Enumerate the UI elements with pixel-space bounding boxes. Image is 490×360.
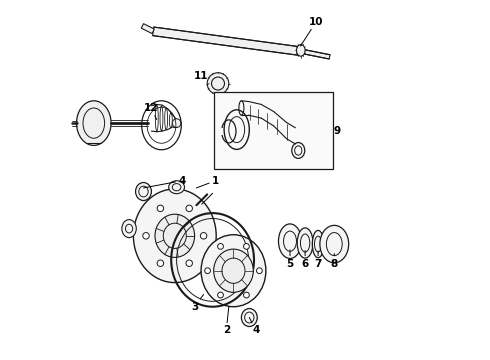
Text: 4: 4 bbox=[249, 318, 260, 336]
Ellipse shape bbox=[155, 214, 195, 257]
Ellipse shape bbox=[278, 224, 301, 258]
Text: 6: 6 bbox=[301, 251, 309, 269]
Text: 2: 2 bbox=[222, 307, 230, 336]
Ellipse shape bbox=[296, 45, 305, 56]
Ellipse shape bbox=[242, 309, 257, 327]
Text: 12: 12 bbox=[144, 103, 158, 120]
Ellipse shape bbox=[207, 73, 229, 94]
Ellipse shape bbox=[320, 225, 349, 263]
Polygon shape bbox=[152, 27, 303, 56]
Ellipse shape bbox=[133, 189, 216, 283]
Ellipse shape bbox=[76, 101, 111, 145]
Ellipse shape bbox=[212, 77, 224, 90]
Ellipse shape bbox=[218, 292, 223, 298]
Ellipse shape bbox=[157, 205, 164, 212]
Ellipse shape bbox=[200, 233, 207, 239]
Text: 3: 3 bbox=[191, 294, 204, 312]
Ellipse shape bbox=[186, 205, 193, 212]
Ellipse shape bbox=[169, 181, 185, 194]
Ellipse shape bbox=[205, 268, 210, 274]
Ellipse shape bbox=[244, 292, 249, 298]
Bar bbox=[215, 92, 333, 169]
Ellipse shape bbox=[218, 243, 223, 249]
Text: 10: 10 bbox=[300, 17, 323, 46]
Ellipse shape bbox=[122, 220, 136, 238]
Text: 5: 5 bbox=[286, 250, 294, 269]
Ellipse shape bbox=[257, 268, 262, 274]
Ellipse shape bbox=[201, 235, 266, 307]
Text: 11: 11 bbox=[194, 71, 209, 84]
Ellipse shape bbox=[297, 228, 313, 258]
Ellipse shape bbox=[157, 260, 164, 266]
Polygon shape bbox=[141, 24, 154, 33]
Text: 7: 7 bbox=[315, 251, 322, 269]
Ellipse shape bbox=[136, 183, 151, 201]
Ellipse shape bbox=[244, 243, 249, 249]
Ellipse shape bbox=[312, 230, 324, 258]
Polygon shape bbox=[302, 49, 330, 59]
Ellipse shape bbox=[214, 249, 253, 292]
Ellipse shape bbox=[186, 260, 193, 266]
Bar bbox=[220, 128, 224, 135]
Text: 4: 4 bbox=[144, 176, 186, 188]
Ellipse shape bbox=[143, 233, 149, 239]
Ellipse shape bbox=[172, 119, 181, 127]
Text: 1: 1 bbox=[196, 176, 219, 188]
Text: 8: 8 bbox=[331, 253, 338, 269]
Text: 9: 9 bbox=[334, 126, 341, 136]
